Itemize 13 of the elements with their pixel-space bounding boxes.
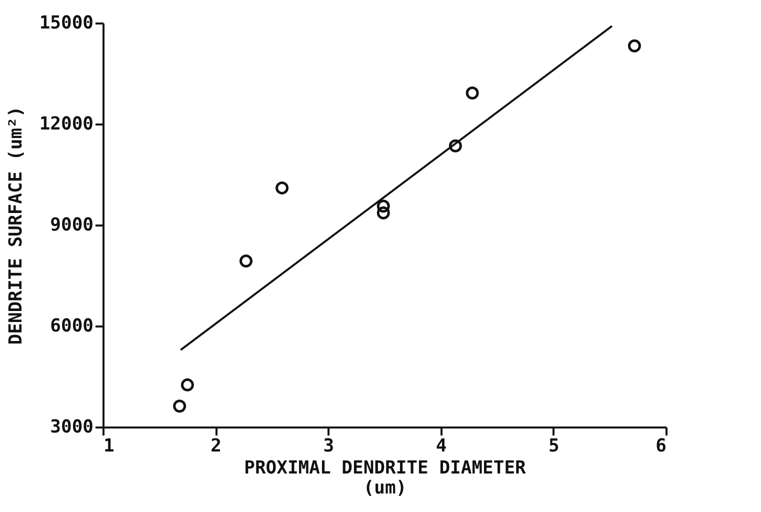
x-tick-label: 3 [323,436,334,456]
x-tick-label: 4 [436,436,447,456]
x-tick-label: 6 [656,436,666,456]
y-tick-label: 15000 [39,12,94,34]
y-tick-label: 9000 [50,214,94,236]
y-axis-title: DENDRITE SURFACE (um²) [5,106,26,345]
y-tick-label: 3000 [50,416,94,438]
y-tick-label: 12000 [39,114,94,134]
y-tick-label: 6000 [50,316,94,336]
x-axis-title: PROXIMAL DENDRITE DIAMETER (um) [244,458,526,498]
x-tick-label: 1 [104,436,114,456]
x-tick-label: 5 [548,436,560,456]
x-tick-label: 2 [210,436,222,456]
